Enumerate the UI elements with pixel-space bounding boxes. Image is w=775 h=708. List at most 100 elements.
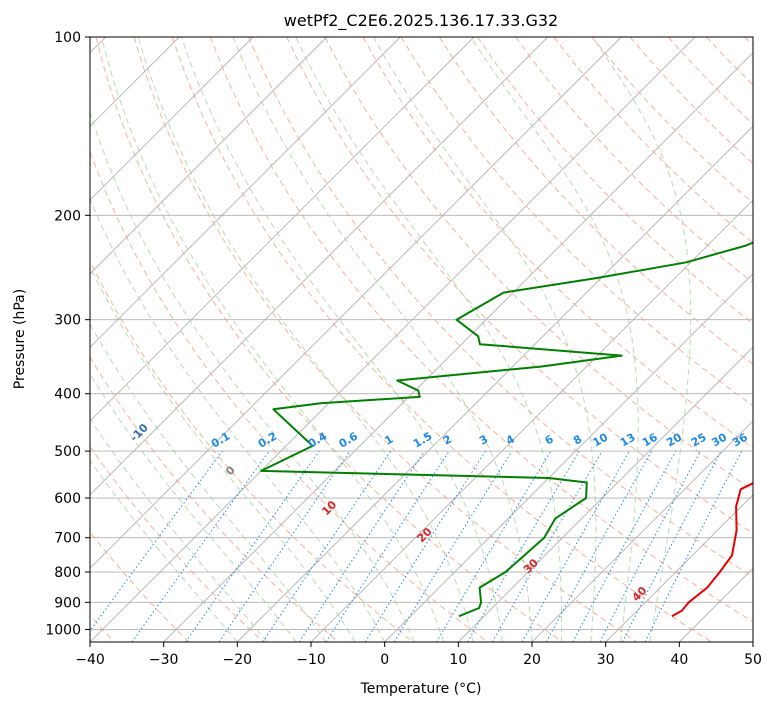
x-tick-label: −40 <box>75 652 105 668</box>
mixing-ratio-line <box>218 450 351 642</box>
mixing-ratio-line <box>262 450 392 642</box>
y-tick-label: 300 <box>54 313 81 329</box>
dry-adiabat-line <box>90 356 339 642</box>
dry-adiabat-line <box>171 37 712 642</box>
mixing-ratio-label: 6 <box>543 432 556 447</box>
isotherm-line <box>90 37 622 569</box>
x-tick-label: 0 <box>380 652 389 668</box>
isotherm-line <box>90 37 549 496</box>
mixing-ratio-line <box>325 450 450 642</box>
moist-adiabat-line <box>101 37 445 642</box>
y-tick-label: 700 <box>54 531 81 547</box>
dewpoint-profile-line <box>260 241 753 618</box>
y-tick-label: 600 <box>54 491 81 507</box>
mixing-ratio-line <box>298 450 425 642</box>
moist-adiabat-line <box>232 37 533 642</box>
mixing-ratio-label: 0.2 <box>256 430 279 451</box>
mixing-ratio-line <box>491 450 603 642</box>
mixing-ratio-line <box>185 450 320 642</box>
dry-adiabat-line <box>95 37 563 642</box>
mixing-ratio-line <box>572 450 677 642</box>
isotherm-line <box>90 37 475 422</box>
y-tick-label: 400 <box>54 387 81 403</box>
moist-adiabat-line <box>90 418 268 642</box>
chart-title: wetPf2_C2E6.2025.136.17.33.G32 <box>284 11 558 31</box>
dry-adiabat-line <box>553 37 753 244</box>
y-axis-label: Pressure (hPa) <box>12 289 28 389</box>
mixing-ratio-label: 1.5 <box>411 430 434 451</box>
dry-adiabat-line <box>591 37 753 204</box>
x-tick-label: −20 <box>223 652 253 668</box>
moist-adiabat-line <box>295 37 563 642</box>
x-tick-label: 40 <box>670 652 688 668</box>
mixing-ratio-label: 1 <box>382 433 395 448</box>
x-tick-label: −30 <box>149 652 179 668</box>
plot-frame <box>89 36 754 643</box>
mixing-ratio-line <box>545 450 653 642</box>
mixing-ratio-line <box>364 450 486 642</box>
dry-adiabat-line <box>706 37 753 86</box>
moist-adiabat-line <box>90 459 238 642</box>
isotherm-line <box>90 37 401 348</box>
x-axis-label: Temperature (°C) <box>360 681 482 697</box>
mixing-ratio-label: 2 <box>441 433 454 448</box>
isotherm-line <box>90 37 328 275</box>
mixing-ratio-label: 3 <box>477 433 490 448</box>
moist-adiabat-line <box>90 265 356 642</box>
mixing-ratio-line <box>393 450 513 642</box>
isotherm-line <box>163 52 753 642</box>
moist-adiabat-line <box>373 37 597 642</box>
isotherm-line <box>752 641 753 642</box>
mixing-ratio-label: 36 <box>730 430 750 449</box>
dry-adiabat-line <box>668 37 753 125</box>
dry-adiabat-line <box>90 259 414 642</box>
temperature-profile-line <box>671 481 753 618</box>
moist-adiabat-line <box>90 372 297 642</box>
mixing-ratio-label: 8 <box>571 433 584 448</box>
y-tick-label: 900 <box>54 595 81 611</box>
grid-lines <box>90 37 753 642</box>
y-tick-label: 1000 <box>45 622 81 638</box>
isotherm-line <box>678 567 753 642</box>
mixing-ratio-label: 0.6 <box>337 429 361 450</box>
dry-adiabat-line <box>400 37 753 407</box>
isotherm-line <box>310 199 753 642</box>
dry-adiabat-label: -10 <box>128 421 151 444</box>
mixing-ratio-label: 30 <box>709 430 729 449</box>
moist-adiabat-line <box>470 37 639 642</box>
moist-adiabat-line <box>90 110 415 642</box>
isotherm-line <box>90 37 254 201</box>
mixing-ratio-line <box>521 450 630 642</box>
y-tick-label: 100 <box>54 30 81 46</box>
dry-adiabat-line <box>477 37 753 325</box>
moist-adiabat-line <box>180 37 503 642</box>
dry-adiabat-label: 0 <box>223 463 238 478</box>
x-tick-label: 50 <box>744 652 762 668</box>
dry-adiabat-line <box>248 37 753 578</box>
dry-adiabat-line <box>286 37 753 534</box>
line-labels: 0.10.20.40.611.52346810131620253036-100-… <box>0 366 751 604</box>
dry-adiabat-line <box>90 531 190 642</box>
mixing-ratio-label: 0.1 <box>209 430 232 451</box>
isotherm-line <box>457 346 753 642</box>
dry-adiabat-line <box>438 37 753 366</box>
y-tick-label: 200 <box>54 208 81 224</box>
mixing-ratio-label: 16 <box>640 430 660 449</box>
dry-adiabat-label: 30 <box>521 556 541 576</box>
x-tick-label: 30 <box>597 652 615 668</box>
isotherm-line <box>605 494 753 642</box>
mixing-ratio-line <box>90 450 223 632</box>
isotherm-line <box>531 420 753 642</box>
mixing-ratio-line <box>131 450 270 642</box>
dry-adiabat-line <box>324 37 753 491</box>
moist-adiabat-line <box>90 197 386 642</box>
dry-adiabat-line <box>210 37 753 623</box>
x-tick-label: −10 <box>296 652 326 668</box>
isotherm-line <box>384 273 753 642</box>
moist-adiabat-line <box>137 37 474 642</box>
dry-adiabat-label: -30 <box>0 366 2 389</box>
dry-adiabat-line <box>90 445 264 642</box>
isotherm-line <box>236 125 753 642</box>
profile-series <box>260 241 753 618</box>
